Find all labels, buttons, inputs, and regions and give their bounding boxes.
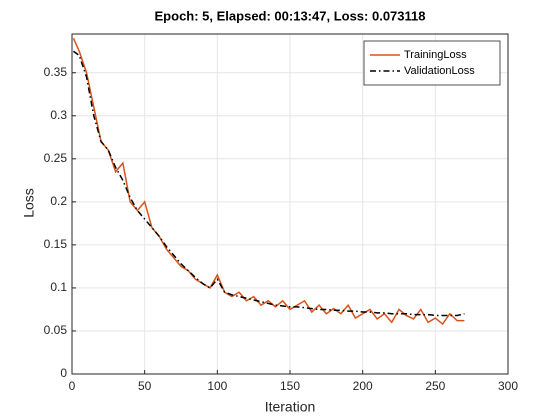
legend-box bbox=[363, 40, 501, 86]
y-tick-label: 0.15 bbox=[44, 237, 68, 251]
legend-label: ValidationLoss bbox=[404, 65, 475, 77]
chart-title: Epoch: 5, Elapsed: 00:13:47, Loss: 0.073… bbox=[155, 8, 426, 23]
legend-label: TrainingLoss bbox=[404, 49, 467, 61]
x-tick-label: 50 bbox=[138, 379, 152, 393]
series-line bbox=[72, 37, 465, 326]
x-tick-label: 300 bbox=[498, 379, 518, 393]
x-tick-label: 100 bbox=[207, 379, 227, 393]
x-tick-label: 150 bbox=[280, 379, 300, 393]
x-axis-label: Iteration bbox=[265, 399, 316, 415]
y-tick-label: 0 bbox=[60, 366, 67, 380]
legend: TrainingLoss ValidationLoss bbox=[363, 40, 501, 86]
x-tick-label: 0 bbox=[69, 379, 76, 393]
y-tick-label: 0.2 bbox=[50, 194, 67, 208]
y-tick-label: 0.25 bbox=[44, 151, 68, 165]
y-tick-label: 0.35 bbox=[44, 65, 68, 79]
x-tick-label: 250 bbox=[425, 379, 445, 393]
series-line bbox=[73, 50, 465, 317]
x-tick-label: 200 bbox=[353, 379, 373, 393]
y-tick-label: 0.1 bbox=[50, 280, 67, 294]
y-tick-label: 0.05 bbox=[44, 323, 68, 337]
y-tick-label: 0.3 bbox=[50, 108, 67, 122]
y-axis-label: Loss bbox=[21, 188, 37, 218]
axes-box bbox=[71, 33, 509, 375]
